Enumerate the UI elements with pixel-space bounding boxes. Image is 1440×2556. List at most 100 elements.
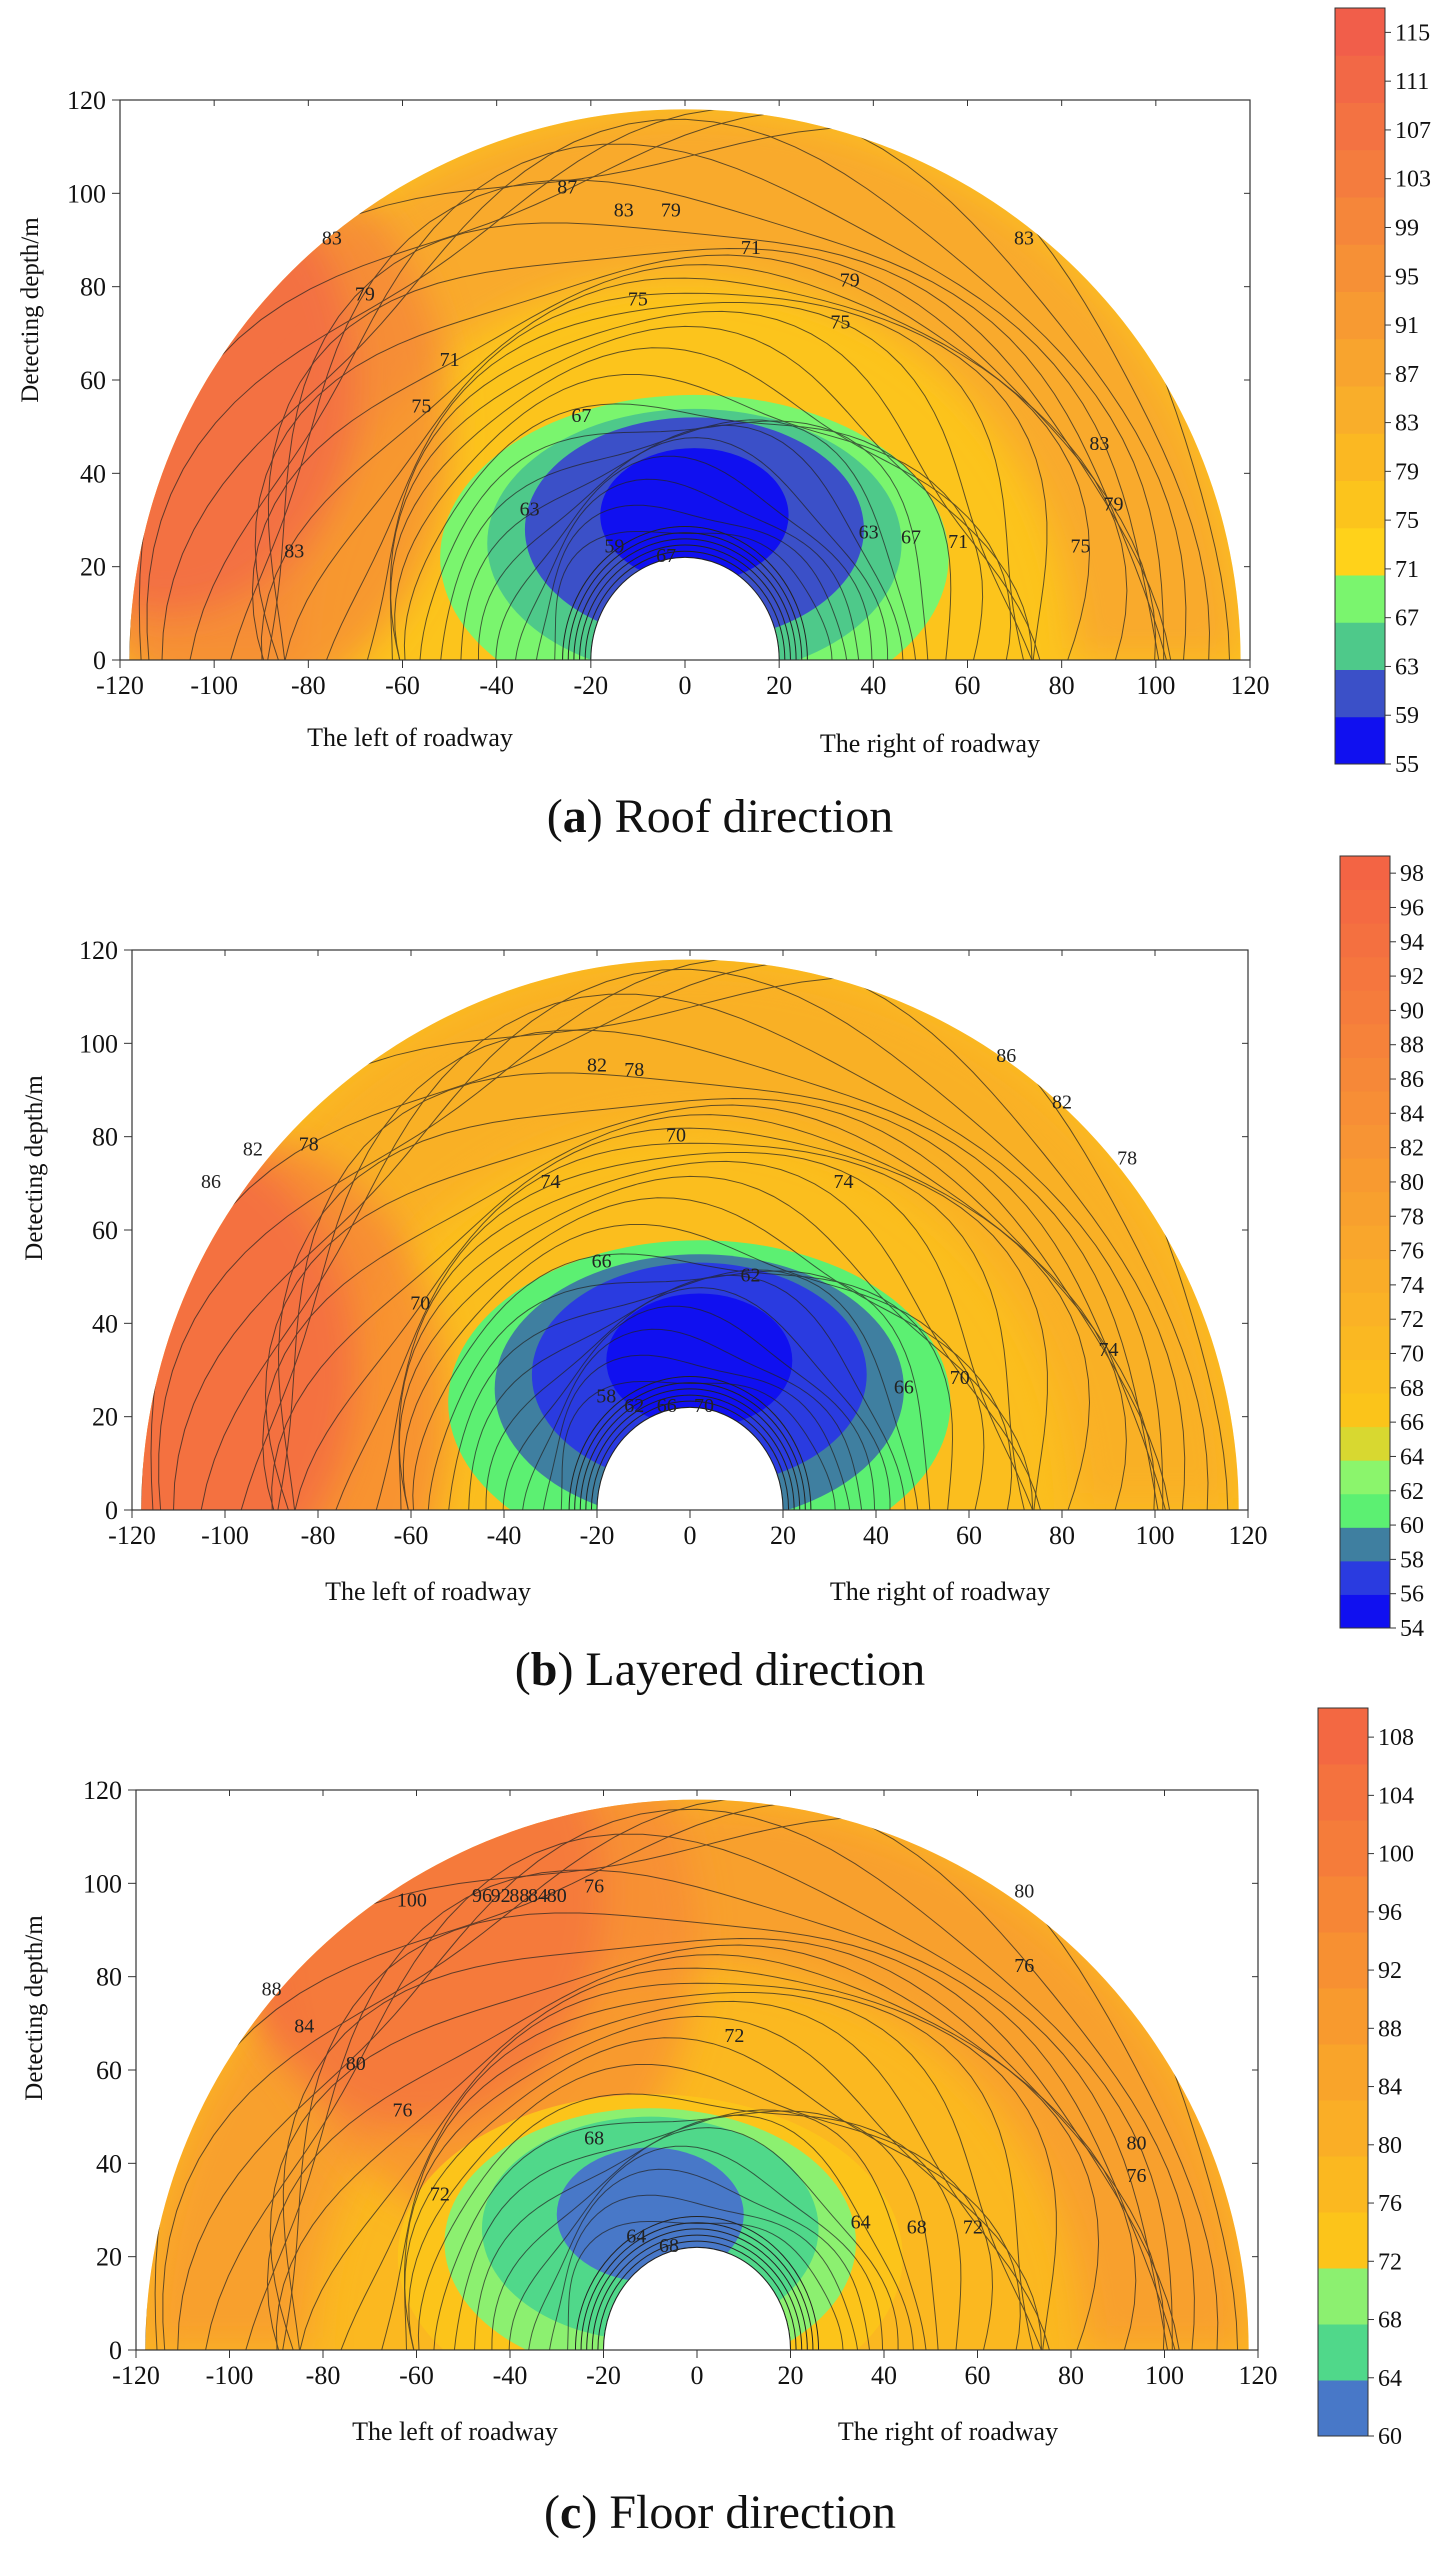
colorbar-tick-label: 70 xyxy=(1400,1342,1424,1368)
x-tick-label: -40 xyxy=(479,671,514,700)
contour-label: 78 xyxy=(1117,1148,1137,1170)
y-tick-label: 0 xyxy=(109,2336,122,2365)
colorbar-tick-label: 84 xyxy=(1378,2075,1402,2101)
colorbar-swatch xyxy=(1318,1820,1368,1877)
x-tick-label: 80 xyxy=(1058,2361,1084,2390)
roadway-ring xyxy=(591,2234,803,2351)
contour-line xyxy=(340,1992,1042,2350)
x-tick-label: 60 xyxy=(965,2361,991,2390)
y-tick-label: 120 xyxy=(79,936,118,965)
contour-label: 80 xyxy=(1126,2132,1146,2154)
colorbar-tick-label: 62 xyxy=(1400,1479,1424,1505)
y-axis-label: Detecting depth/m xyxy=(21,1075,48,1261)
colorbar-swatch xyxy=(1340,856,1390,891)
right-side-label: The right of roadway xyxy=(830,1577,1050,1606)
contour-label: 80 xyxy=(1014,1880,1034,1902)
x-tick-label: -80 xyxy=(306,2361,341,2390)
x-tick-label: 40 xyxy=(863,1521,889,1550)
colorbar-swatch xyxy=(1335,527,1385,576)
colorbar-swatch xyxy=(1340,1359,1390,1394)
colorbar-swatch xyxy=(1318,1988,1368,2045)
colorbar-tick-label: 76 xyxy=(1378,2191,1402,2217)
colorbar-tick-label: 76 xyxy=(1400,1239,1424,1265)
colorbar-swatch xyxy=(1335,575,1385,623)
contour-label: 88 xyxy=(262,1978,282,2000)
colorbar-tick-label: 64 xyxy=(1378,2366,1402,2392)
y-axis-label: Detecting depth/m xyxy=(17,217,44,403)
colorbar-swatch xyxy=(1340,1560,1390,1595)
contour-line xyxy=(404,2037,1021,2350)
colorbar-roof: 55 59 63 67 71 75 79 83 87 91 95 99 103 107 111 115 xyxy=(1334,7,1431,778)
contour-line xyxy=(390,347,1012,660)
contour-line xyxy=(230,179,1167,660)
contour-line xyxy=(260,277,1048,660)
roadway-opening xyxy=(602,2246,792,2351)
colorbar-swatch xyxy=(1340,1124,1390,1159)
colorbar-floor: 60 64 68 72 76 80 84 88 92 96 100 104 108 xyxy=(1317,1707,1414,2450)
roadway-ring xyxy=(584,550,786,661)
y-tick-label: 40 xyxy=(92,1309,118,1338)
colorbar-tick-label: 90 xyxy=(1400,998,1424,1024)
panel-letter: c xyxy=(560,2486,581,2539)
colorbar-swatch xyxy=(1335,8,1385,56)
contour-label: 82 xyxy=(1052,1092,1072,1114)
contour-label: 74 xyxy=(833,1171,853,1193)
contour-line xyxy=(491,2127,899,2350)
contour-label: 70 xyxy=(694,1395,714,1417)
contour-line xyxy=(262,1114,1091,1510)
colorbar-swatch xyxy=(1340,1426,1390,1461)
roadway-ring xyxy=(590,1400,790,1511)
colorbar-tick-label: 88 xyxy=(1378,2016,1402,2042)
colorbar-tick-label: 100 xyxy=(1378,1842,1414,1868)
contour-label: 100 xyxy=(397,1890,427,1912)
colorbar-tick-label: 78 xyxy=(1400,1204,1424,1230)
colorbar-frame xyxy=(1339,855,1391,1629)
colorbar-swatch xyxy=(1340,1292,1390,1327)
contour-line xyxy=(495,455,873,660)
x-tick-label: -40 xyxy=(487,1521,522,1550)
contour-label: 76 xyxy=(1126,2165,1146,2187)
contour-line xyxy=(419,420,929,660)
panel-layered-direction: 82 78 70 86 82 78 74 74 78 82 86 66 62 70 74 70 66 58 62 66… xyxy=(21,855,1424,1696)
x-tick-label: -60 xyxy=(385,671,420,700)
contour-line xyxy=(440,419,917,660)
contour-line xyxy=(375,1160,1041,1510)
contour-label: 80 xyxy=(346,2053,366,2075)
x-tick-label: 100 xyxy=(1136,1521,1175,1550)
panel-caption-text: Floor direction xyxy=(609,2486,896,2539)
colorbar-tick-label: 84 xyxy=(1400,1101,1424,1127)
contour-label: 64 xyxy=(851,2212,871,2234)
contour-line xyxy=(294,1142,1025,1510)
colorbar-swatch xyxy=(1340,1493,1390,1528)
colorbar-swatch xyxy=(1335,386,1385,434)
panel-letter: b xyxy=(531,1643,558,1696)
colorbar-swatch xyxy=(1335,338,1385,387)
colorbar-swatch xyxy=(1340,1527,1390,1562)
x-tick-label: -20 xyxy=(586,2361,621,2390)
axes-roof: -120 -100 -80 -60 -40 -20 0 20 40 60 80 100 120 0 20 40… xyxy=(67,86,1270,700)
colorbar-frame xyxy=(1317,1707,1369,2437)
contour-label: 70 xyxy=(410,1292,430,1314)
contour-line xyxy=(284,292,1024,660)
x-tick-label: 80 xyxy=(1049,1521,1075,1550)
axes-floor: -120 -100 -80 -60 -40 -20 0 20 40 60 80 100 120 0 20 40… xyxy=(83,1776,1278,2390)
contour-label: 79 xyxy=(1103,494,1123,516)
roadway-ring xyxy=(579,544,791,661)
colorbar-tick-label: 98 xyxy=(1400,861,1424,887)
y-tick-label: 120 xyxy=(83,1776,122,1805)
colorbar-swatch xyxy=(1318,1932,1368,1989)
contour-labels: 82 78 70 86 82 78 74 74 78 82 86 66 62 70 74 70 66 58 62 66… xyxy=(201,1045,1137,1417)
axes-layered: -120 -100 -80 -60 -40 -20 0 20 40 60 80 100 120 0 20 40… xyxy=(79,936,1268,1550)
contour-line xyxy=(146,109,1187,660)
contour-label: 68 xyxy=(907,2216,927,2238)
contour-label: 96 xyxy=(472,1885,492,1907)
x-tick-label: -20 xyxy=(580,1521,615,1550)
x-tick-label: 60 xyxy=(955,671,981,700)
colorbar-swatch xyxy=(1340,1258,1390,1293)
roadway-ring xyxy=(574,2216,820,2351)
contour-label: 76 xyxy=(584,1876,604,1898)
colorbar-tick-label: 108 xyxy=(1378,1725,1414,1751)
colorbar-swatch xyxy=(1335,291,1385,340)
contour-line xyxy=(433,2110,939,2350)
contour-label: 72 xyxy=(724,2025,744,2047)
